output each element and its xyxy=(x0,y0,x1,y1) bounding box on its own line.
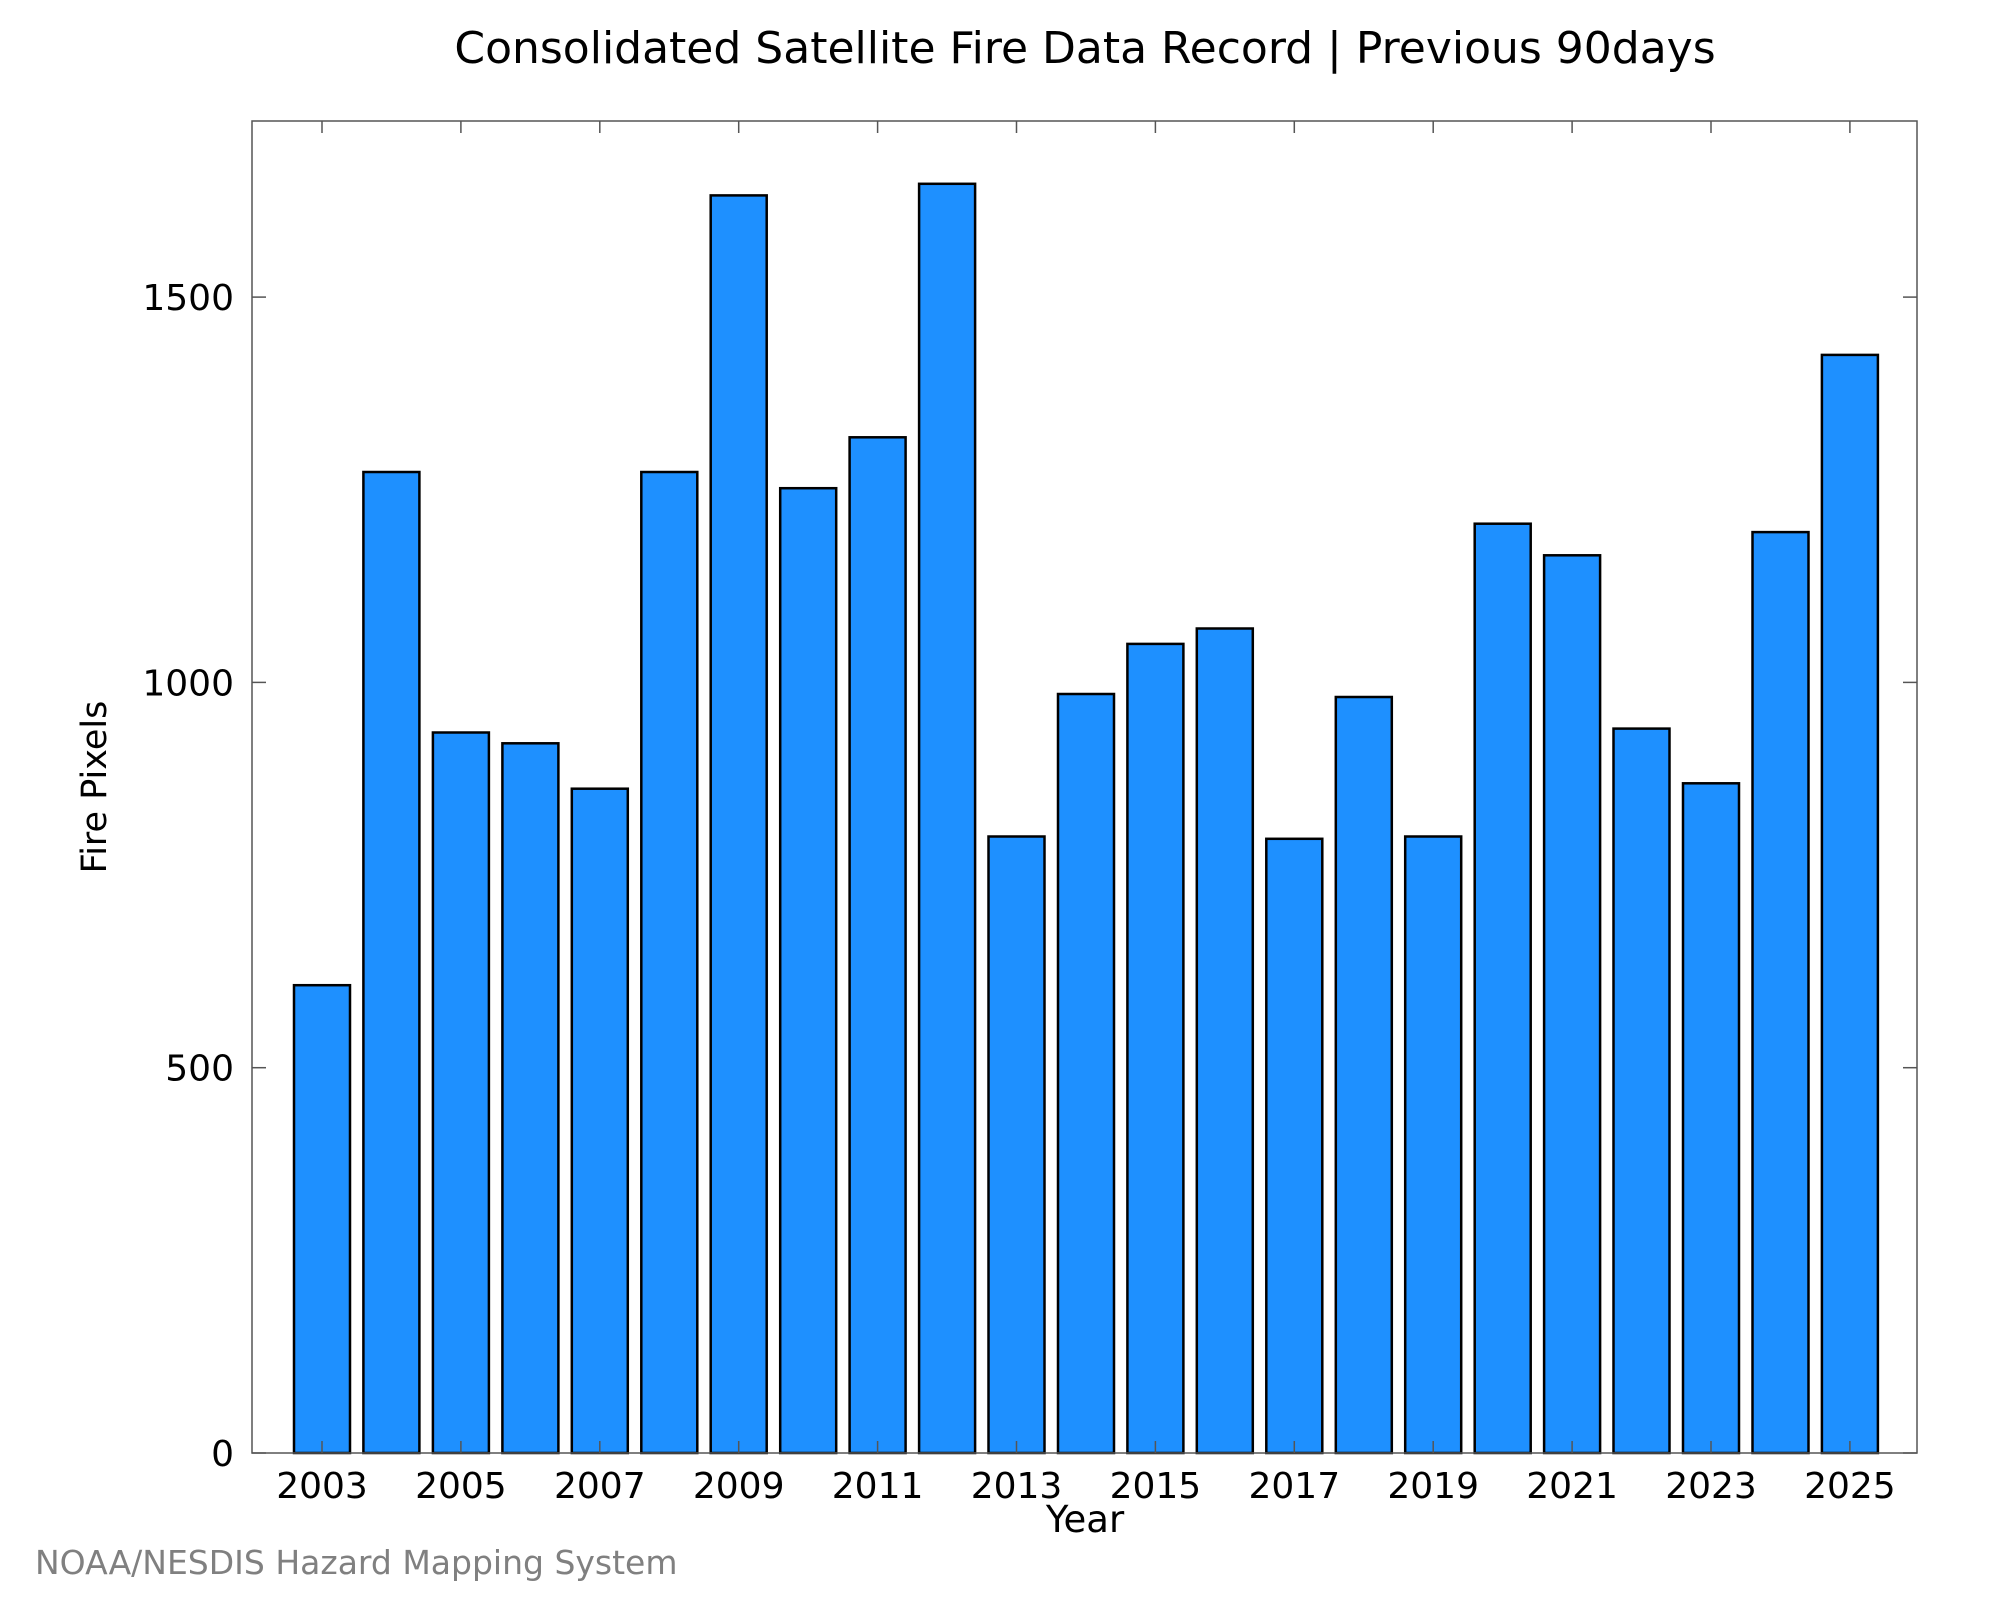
x-tick-label-2015: 2015 xyxy=(1110,1466,1202,1507)
bar-2011 xyxy=(848,436,907,1455)
chart-title: Consolidated Satellite Fire Data Record … xyxy=(454,23,1715,74)
x-tick-label-2013: 2013 xyxy=(971,1466,1063,1507)
bar-2014 xyxy=(1056,692,1116,1455)
bar-2010 xyxy=(778,486,838,1455)
bar-2016 xyxy=(1195,627,1255,1455)
x-tick-label-2003: 2003 xyxy=(276,1466,368,1507)
y-tick-label-1000: 1000 xyxy=(142,663,234,704)
bars-layer xyxy=(292,182,1880,1455)
credit-text: NOAA/NESDIS Hazard Mapping System xyxy=(35,1543,678,1582)
y-tick-label-500: 500 xyxy=(165,1049,234,1090)
bar-2004 xyxy=(362,470,421,1455)
bar-2019 xyxy=(1403,835,1463,1455)
x-tick-label-2007: 2007 xyxy=(554,1466,646,1507)
x-tick-label-2009: 2009 xyxy=(693,1466,785,1507)
bar-2007 xyxy=(570,787,630,1455)
ticks-layer: 2003 2005 2007 2009 2011 2013 2015 2017 2019 2021… xyxy=(142,121,1917,1507)
x-tick-label-2025: 2025 xyxy=(1804,1466,1896,1507)
bar-2005 xyxy=(431,731,491,1455)
plot-frame xyxy=(251,120,1918,1454)
bar-2018 xyxy=(1334,695,1394,1455)
x-tick-label-2017: 2017 xyxy=(1248,1466,1340,1507)
bar-2020 xyxy=(1473,522,1532,1455)
bar-2024 xyxy=(1751,530,1810,1455)
y-tick-label-0: 0 xyxy=(211,1434,234,1475)
bar-2003 xyxy=(292,983,352,1455)
bar-2012 xyxy=(917,182,977,1455)
y-tick-label-1500: 1500 xyxy=(142,278,234,319)
bar-2023 xyxy=(1681,782,1741,1455)
bar-2006 xyxy=(501,742,560,1455)
x-tick-label-2021: 2021 xyxy=(1526,1466,1618,1507)
bar-2015 xyxy=(1126,642,1185,1455)
x-tick-label-2005: 2005 xyxy=(415,1466,507,1507)
bar-2017 xyxy=(1265,837,1324,1455)
bar-2008 xyxy=(640,470,699,1455)
bar-2022 xyxy=(1612,727,1671,1455)
x-tick-label-2019: 2019 xyxy=(1387,1466,1479,1507)
x-tick-label-2023: 2023 xyxy=(1665,1466,1757,1507)
bar-2025 xyxy=(1820,353,1880,1455)
bar-2013 xyxy=(987,835,1046,1455)
bar-2021 xyxy=(1542,554,1602,1455)
bar-2009 xyxy=(709,194,768,1455)
y-axis-label: Fire Pixels xyxy=(75,701,115,874)
x-tick-label-2011: 2011 xyxy=(832,1466,924,1507)
x-axis-label: Year xyxy=(1045,1498,1125,1541)
